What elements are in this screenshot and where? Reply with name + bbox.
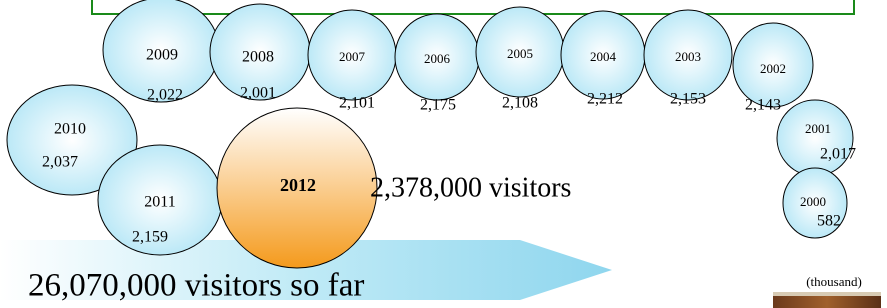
bubble-year: 2005: [507, 46, 533, 61]
current-visitors: 2,378,000 visitors: [370, 172, 571, 203]
header-box: [92, 0, 854, 14]
year-bubble: [777, 100, 853, 176]
bubble-year: 2003: [675, 49, 701, 64]
bubble-group: 2010 2,037 2009 2,022 2008 2,001 2007 2,101 2006…: [7, 0, 856, 255]
bubble-year: 2007: [339, 49, 366, 64]
bubble-value: 2,153: [670, 91, 706, 108]
page: {"bubbles": [ {"year": "2010", "value": …: [0, 0, 887, 308]
bubble-year: 2006: [424, 51, 451, 66]
photo-ceiling: [773, 292, 881, 296]
bubble-year: 2002: [760, 61, 786, 76]
bubble-value: 582: [817, 213, 841, 230]
bubble-year: 2008: [242, 49, 274, 66]
bubble-year: 2001: [805, 121, 831, 136]
current-year: 2012: [280, 175, 316, 195]
total-visitors: 26,070,000 visitors so far: [28, 268, 364, 304]
bubble-value: 2,159: [132, 229, 168, 246]
bubble-year: 2000: [800, 194, 826, 209]
bubble-value: 2,108: [502, 95, 538, 112]
bubble-value: 2,175: [420, 97, 456, 114]
bubble-year: 2004: [590, 49, 617, 64]
bubble-year: 2009: [146, 47, 178, 64]
bubble-value: 2,143: [745, 97, 781, 114]
unit-label: (thousand): [806, 274, 862, 289]
bubble-year: 2010: [54, 121, 86, 138]
bubble-value: 2,017: [820, 146, 856, 163]
bubble-value: 2,022: [147, 87, 183, 104]
bubble-value: 2,212: [587, 91, 623, 108]
bubble-value: 2,037: [42, 154, 78, 171]
bubble-year: 2011: [144, 194, 175, 211]
infographic: 2010 2,037 2009 2,022 2008 2,001 2007 2,101 2006…: [0, 0, 887, 308]
bubble-value: 2,001: [240, 85, 276, 102]
bubble-value: 2,101: [339, 95, 375, 112]
